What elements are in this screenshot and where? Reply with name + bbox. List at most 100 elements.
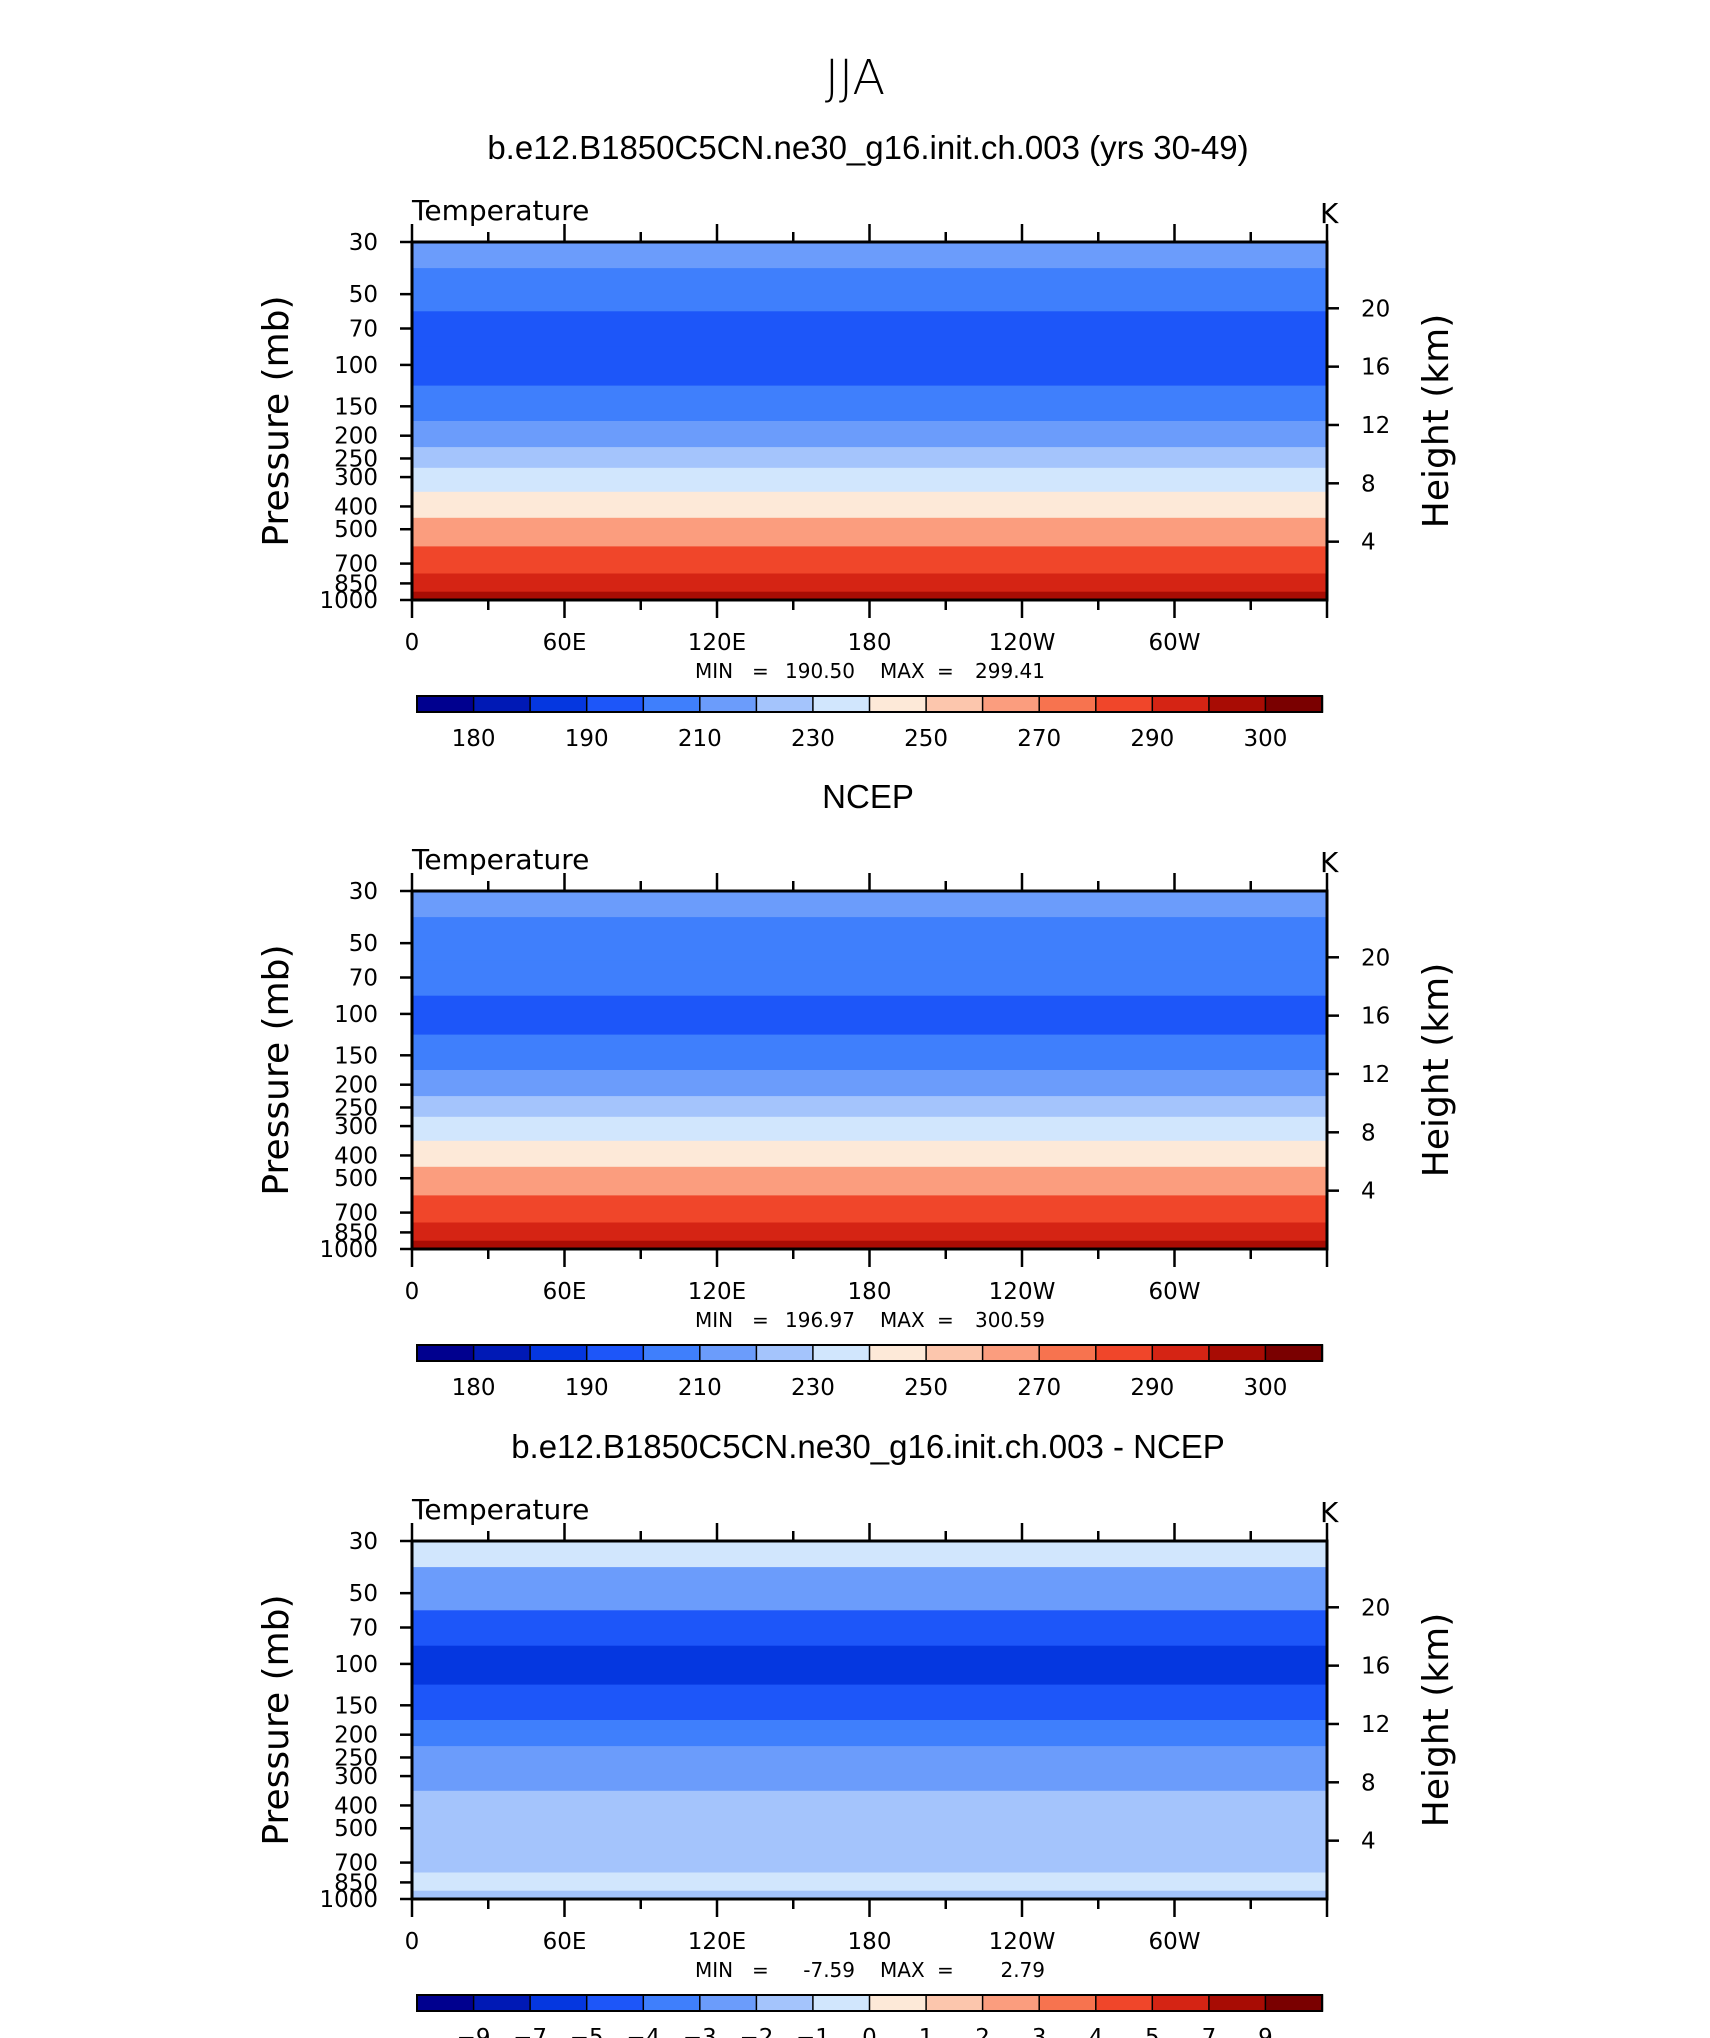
colorbar-label: 180 [452, 1375, 496, 1401]
y-axis-title: Pressure (mb) [256, 295, 297, 546]
contour-band [412, 995, 1327, 1036]
stat-equals: = [752, 1958, 769, 1982]
chart-title: b.e12.B1850C5CN.ne30_g16.init.ch.003 - N… [511, 1428, 1225, 1465]
stat-min-label: MIN [695, 1308, 733, 1332]
x-tick-label: 180 [848, 630, 892, 656]
y-tick-label: 500 [334, 1816, 378, 1842]
y-tick-label: 70 [349, 317, 378, 343]
y-tick-label: 100 [334, 1002, 378, 1028]
stat-min-label: MIN [695, 659, 733, 683]
stat-max-label: MAX [880, 659, 925, 683]
stat-equals: = [752, 659, 769, 683]
contour-band [412, 1140, 1327, 1168]
y2-axis-title: Height (km) [1416, 1613, 1457, 1827]
colorbar-swatch [1208, 1344, 1267, 1362]
y2-tick-label: 4 [1361, 1829, 1376, 1855]
contour-band [412, 242, 1327, 269]
y-tick-label: 250 [334, 446, 378, 472]
contour-band [412, 1610, 1327, 1647]
y-tick-label: 150 [334, 1693, 378, 1719]
colorbar-swatch [1151, 695, 1211, 713]
units-label: K [1320, 197, 1339, 230]
x-tick-label: 60W [1148, 630, 1200, 656]
colorbar-swatch [1264, 1994, 1324, 2012]
y2-tick-label: 4 [1361, 530, 1376, 556]
x-tick-label: 120W [989, 1279, 1056, 1305]
y-tick-label: 500 [334, 517, 378, 543]
colorbar-swatch [1151, 1994, 1211, 2012]
colorbar-label: 5 [1145, 2025, 1160, 2038]
colorbar-label: −4 [626, 2025, 660, 2038]
colorbar-swatch [699, 695, 758, 713]
colorbar-label: 250 [904, 1375, 948, 1401]
contour-band [412, 1684, 1327, 1721]
colorbar-swatch [585, 695, 645, 713]
x-tick-label: 0 [405, 630, 420, 656]
colorbar-swatch [1264, 1344, 1324, 1362]
y-tick-label: 70 [349, 1616, 378, 1642]
y-tick-label: 850 [334, 1870, 378, 1896]
colorbar-swatch [642, 1344, 702, 1362]
colorbar-label: 190 [565, 726, 609, 752]
contour-band [412, 517, 1327, 547]
y2-tick-label: 8 [1361, 1770, 1376, 1796]
contour-band [412, 385, 1327, 422]
colorbar-swatch [472, 1344, 532, 1362]
colorbar-label: −2 [739, 2025, 773, 2038]
x-tick-label: 60E [543, 1929, 587, 1955]
colorbar-swatch [1095, 695, 1154, 713]
stat-equals: = [937, 1958, 954, 1982]
colorbar-label: 230 [791, 1375, 835, 1401]
colorbar-swatch [529, 695, 588, 713]
colorbar-label: 7 [1202, 2025, 1217, 2038]
y-tick-label: 300 [334, 1114, 378, 1140]
y-tick-label: 200 [334, 1723, 378, 1749]
colorbar-swatch [1038, 1344, 1098, 1362]
stat-max-value: 2.79 [1000, 1958, 1045, 1982]
colorbar-frame [416, 1994, 1323, 2012]
colorbar-swatch [529, 1344, 588, 1362]
contour-band [412, 1720, 1327, 1747]
colorbar-label: 4 [1088, 2025, 1103, 2038]
colorbar-label: 3 [1032, 2025, 1047, 2038]
y-tick-label: 200 [334, 424, 378, 450]
y2-axis-title: Height (km) [1416, 314, 1457, 528]
y2-tick-label: 20 [1361, 945, 1390, 971]
contour-band [412, 591, 1327, 601]
colorbar-label: 180 [452, 726, 496, 752]
colorbar-label: −9 [457, 2025, 491, 2038]
y-tick-label: 150 [334, 1043, 378, 1069]
stat-max-value: 300.59 [975, 1308, 1045, 1332]
colorbar-frame [416, 1344, 1323, 1362]
x-tick-label: 120E [688, 1279, 746, 1305]
colorbar-swatch [1208, 695, 1267, 713]
colorbar-swatch [981, 1994, 1041, 2012]
contour-band [412, 1096, 1327, 1118]
variable-label: Temperature [411, 1493, 589, 1526]
x-tick-label: 60E [543, 1279, 587, 1305]
y2-tick-label: 12 [1361, 1712, 1390, 1738]
colorbar-swatch [642, 695, 702, 713]
colorbar-swatch [1151, 1344, 1211, 1362]
contour-band [412, 1816, 1327, 1846]
y-tick-label: 1000 [319, 588, 378, 614]
contour-band [412, 891, 1327, 918]
y-tick-label: 50 [349, 1581, 378, 1607]
y2-tick-label: 20 [1361, 296, 1390, 322]
x-tick-label: 120W [989, 630, 1056, 656]
y-tick-label: 400 [334, 494, 378, 520]
stat-min-value: 196.97 [785, 1308, 855, 1332]
y-tick-label: 1000 [319, 1887, 378, 1913]
x-tick-label: 180 [848, 1929, 892, 1955]
y-tick-label: 500 [334, 1166, 378, 1192]
contour-band [412, 467, 1327, 493]
colorbar-label: −5 [570, 2025, 604, 2038]
colorbar-swatch [585, 1344, 645, 1362]
colorbar-label: 190 [565, 1375, 609, 1401]
colorbar-swatch [699, 1344, 758, 1362]
y-tick-label: 50 [349, 931, 378, 957]
contour-band [412, 1845, 1327, 1874]
y-tick-label: 700 [334, 1201, 378, 1227]
x-tick-label: 120E [688, 630, 746, 656]
